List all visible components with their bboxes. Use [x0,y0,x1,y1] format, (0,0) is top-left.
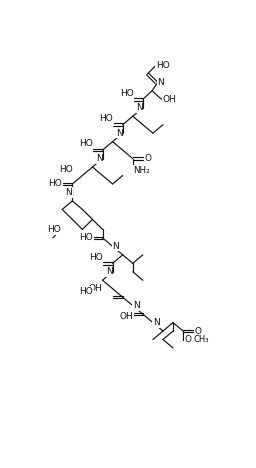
Text: OH: OH [119,312,133,321]
Text: N: N [106,267,113,276]
Text: HO: HO [79,139,93,148]
Text: HO: HO [47,225,61,234]
Text: N: N [133,301,140,310]
Text: N: N [153,318,160,327]
Text: CH₃: CH₃ [193,335,209,344]
Text: HO: HO [79,286,93,295]
Text: N: N [157,78,164,87]
Text: OH: OH [89,284,102,293]
Text: N: N [136,103,143,112]
Text: HO: HO [120,88,134,98]
Text: NH₂: NH₂ [133,166,149,175]
Text: OH: OH [163,95,177,104]
Text: N: N [113,242,119,251]
Text: HO: HO [59,165,73,174]
Text: O: O [185,335,192,344]
Text: HO: HO [90,253,103,262]
Text: O: O [195,327,202,336]
Text: N: N [96,154,102,163]
Text: N: N [66,188,72,197]
Text: HO: HO [100,114,113,123]
Text: N: N [116,129,123,138]
Text: O: O [144,154,151,163]
Text: HO: HO [156,61,170,70]
Text: HO: HO [48,180,61,189]
Text: HO: HO [79,234,92,242]
